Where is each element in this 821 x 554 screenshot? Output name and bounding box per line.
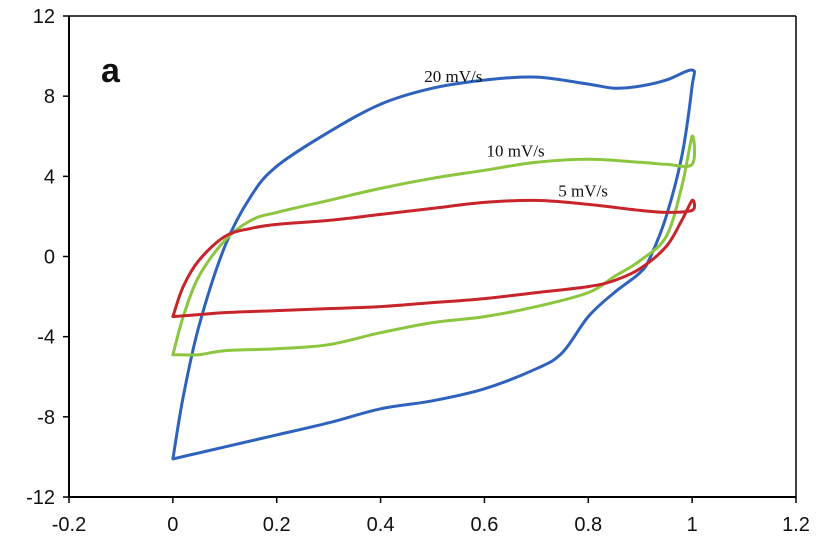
y-tick-label: 0 [44, 247, 55, 269]
x-tick-label: -0.2 [52, 514, 86, 536]
curve-label: 5 mV/s [558, 181, 608, 200]
series-line-10-mv-s [171, 134, 697, 357]
axes-layer: -12 -8 -4 0 4 8 12 -0.2 0 0.2 0.4 0.6 0.8 1 1.2 [26, 6, 810, 536]
curve-label: 20 mV/s [424, 67, 482, 86]
series-layer [171, 68, 697, 461]
y-tick-label: -8 [37, 407, 55, 429]
panel-label: a [101, 52, 121, 90]
x-tick-label: 1.2 [782, 514, 810, 536]
series-line-20-mv-s [171, 68, 697, 461]
x-tick-label: 0 [167, 514, 178, 536]
curve-label: 10 mV/s [487, 141, 545, 160]
y-tick-label: -4 [37, 327, 55, 349]
x-tick-label: 0.8 [574, 514, 602, 536]
y-tick-label: 12 [33, 6, 55, 28]
y-tick-label: 8 [44, 86, 55, 108]
x-tick-label: 0.2 [263, 514, 291, 536]
y-tick-label: -12 [26, 487, 55, 509]
y-tick-label: 4 [44, 166, 55, 188]
annotation-layer: 20 mV/s 10 mV/s 5 mV/s [424, 67, 608, 200]
series-line-5-mv-s [171, 198, 697, 319]
x-tick-label: 1 [687, 514, 698, 536]
x-tick-label: 0.6 [471, 514, 499, 536]
x-tick-label: 0.4 [367, 514, 395, 536]
